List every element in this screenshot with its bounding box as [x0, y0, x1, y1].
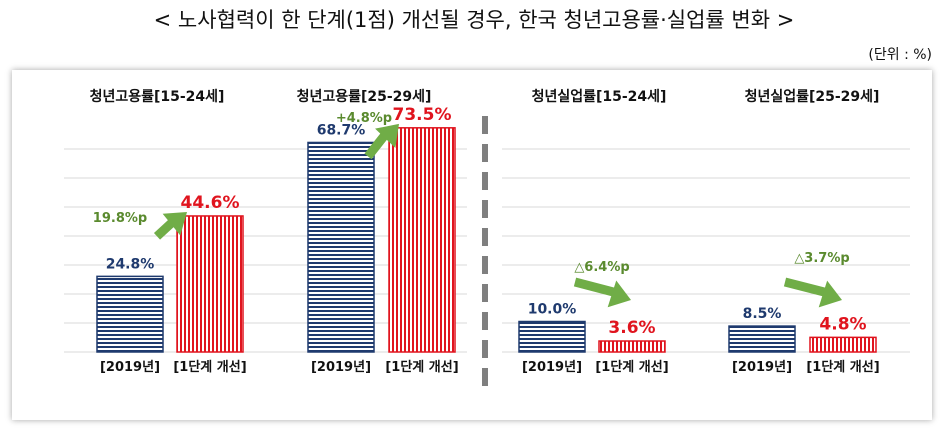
change-label: +4.8%p: [336, 111, 392, 126]
change-arrow-head: [818, 280, 842, 308]
data-label: 73.5%: [393, 105, 452, 125]
category-label: [1단계 개선]: [806, 359, 879, 375]
category-label: [2019년]: [311, 360, 371, 375]
data-label: 24.8%: [106, 256, 155, 272]
change-arrow-head: [375, 123, 399, 148]
panel-title: 청년고용률[25-29세]: [297, 88, 432, 105]
category-label: [2019년]: [522, 360, 582, 375]
bar-2019: [518, 320, 586, 353]
data-label: 68.7%: [317, 122, 366, 138]
category-label: [1단계 개선]: [173, 359, 246, 375]
panel-title: 청년실업률[25-29세]: [745, 88, 880, 105]
change-arrow-head: [607, 280, 631, 308]
bar-2019: [96, 275, 164, 353]
data-label: 4.8%: [819, 314, 866, 334]
chart-frame: 청년고용률[15-24세] 24.8% [2019년] 44.6% [1단계 개선] 19…: [12, 70, 932, 420]
chart-marks: 청년고용률[15-24세] 24.8% [2019년] 44.6% [1단계 개선] 19…: [90, 88, 880, 375]
data-label: 44.6%: [181, 193, 240, 213]
change-arrow-head: [162, 211, 187, 236]
unit-label: (단위 : %): [868, 47, 932, 63]
change-label: △6.4%p: [574, 260, 629, 275]
change-label: 19.8%p: [93, 211, 147, 226]
chart-svg: 청년고용률[15-24세] 24.8% [2019년] 44.6% [1단계 개선] 19…: [64, 88, 910, 392]
change-label: △3.7%p: [794, 251, 849, 266]
page-title: < 노사협력이 한 단계(1점) 개선될 경우, 한국 청년고용률·실업률 변화…: [153, 8, 795, 32]
panel-title: 청년고용률[15-24세]: [90, 88, 225, 105]
category-label: [2019년]: [732, 360, 792, 375]
data-label: 8.5%: [743, 306, 782, 322]
bar-improved: [388, 127, 456, 353]
bar-improved: [176, 215, 244, 353]
category-label: [1단계 개선]: [595, 359, 668, 375]
data-label: 10.0%: [528, 302, 577, 318]
bar-improved: [598, 340, 666, 353]
data-label: 3.6%: [608, 318, 655, 338]
bar-2019: [307, 141, 375, 353]
category-label: [1단계 개선]: [385, 359, 458, 375]
bar-improved: [809, 336, 877, 353]
panel-title: 청년실업률[15-24세]: [532, 88, 667, 105]
bar-2019: [728, 325, 796, 353]
category-label: [2019년]: [100, 360, 160, 375]
